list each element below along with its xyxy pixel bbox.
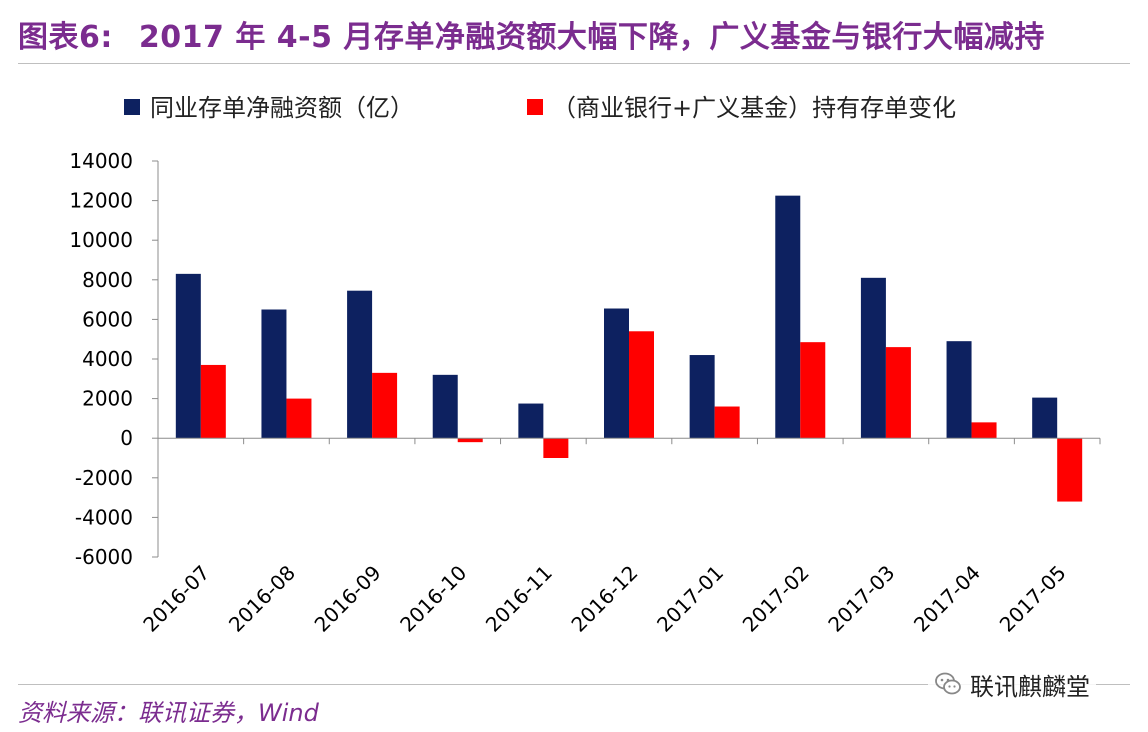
watermark-text: 联讯麒麟堂 bbox=[970, 672, 1090, 701]
x-tick-label: 2016-11 bbox=[481, 561, 557, 637]
y-tick-label: -6000 bbox=[75, 545, 133, 569]
wechat-icon bbox=[935, 672, 961, 695]
bar-holding-change bbox=[629, 331, 654, 439]
y-tick-label: 0 bbox=[120, 426, 133, 450]
bar-holding-change bbox=[200, 364, 226, 439]
bar-net-financing bbox=[347, 290, 373, 439]
x-tick-label: 2016-09 bbox=[310, 561, 386, 637]
bar-holding-change bbox=[372, 372, 398, 439]
x-tick-label: 2016-08 bbox=[224, 561, 300, 637]
figure-title-text: 2017 年 4-5 月存单净融资额大幅下降，广义基金与银行大幅减持 bbox=[138, 20, 1045, 55]
bar-net-financing bbox=[261, 309, 287, 439]
bar-holding-change bbox=[800, 342, 826, 439]
bar-holding-change bbox=[286, 398, 312, 439]
source-note: 资料来源：联讯证券，Wind bbox=[18, 699, 319, 727]
y-tick-label: 10000 bbox=[69, 228, 133, 252]
bar-net-financing bbox=[1032, 397, 1058, 439]
legend-swatch bbox=[527, 99, 543, 115]
x-tick-label: 2016-07 bbox=[138, 561, 214, 637]
bar-holding-change bbox=[885, 347, 911, 439]
legend-label: 同业存单净融资额（亿） bbox=[150, 94, 414, 122]
bar-net-financing bbox=[860, 277, 886, 439]
y-tick-label: 2000 bbox=[82, 387, 133, 411]
bar-chart: 同业存单净融资额（亿） （商业银行+广义基金）持有存单变化 14000 12000 10… bbox=[69, 94, 1101, 637]
y-tick-label: 8000 bbox=[82, 268, 133, 292]
bar-net-financing bbox=[518, 403, 544, 439]
bar-net-financing bbox=[604, 308, 629, 439]
y-tick-label: -2000 bbox=[75, 466, 133, 490]
legend-swatch bbox=[124, 99, 140, 115]
bar-net-financing bbox=[175, 273, 201, 439]
x-tick-label: 2017-01 bbox=[652, 561, 728, 637]
legend-label: （商业银行+广义基金）持有存单变化 bbox=[552, 94, 956, 122]
bar-holding-change bbox=[971, 422, 997, 439]
y-tick-label: 6000 bbox=[82, 307, 133, 331]
title-divider bbox=[18, 63, 1130, 64]
x-tick-label: 2017-02 bbox=[738, 561, 814, 637]
y-tick-label: 4000 bbox=[82, 347, 133, 371]
bar-holding-change bbox=[1057, 438, 1083, 502]
bar-net-financing bbox=[689, 355, 715, 439]
watermark: 联讯麒麟堂 bbox=[928, 664, 1096, 704]
y-tick-label: 14000 bbox=[69, 149, 133, 173]
bar-net-financing bbox=[432, 374, 458, 439]
y-tick-label: -4000 bbox=[75, 505, 133, 529]
bar-holding-change bbox=[543, 438, 569, 458]
bar-net-financing bbox=[775, 195, 801, 439]
x-tick-label: 2016-12 bbox=[566, 561, 642, 637]
y-tick-label: 12000 bbox=[69, 189, 133, 213]
bar-holding-change bbox=[714, 406, 740, 439]
footer-divider bbox=[18, 684, 1130, 685]
x-tick-label: 2017-05 bbox=[995, 561, 1071, 637]
bar-net-financing bbox=[946, 341, 972, 439]
x-tick-label: 2017-03 bbox=[823, 561, 899, 637]
figure-title: 图表6: 2017 年 4-5 月存单净融资额大幅下降，广义基金与银行大幅减持 bbox=[18, 12, 1045, 56]
x-tick-label: 2016-10 bbox=[395, 561, 471, 637]
bar-holding-change bbox=[457, 438, 483, 443]
figure-label: 图表6: bbox=[18, 20, 113, 55]
x-tick-label: 2017-04 bbox=[909, 561, 985, 637]
